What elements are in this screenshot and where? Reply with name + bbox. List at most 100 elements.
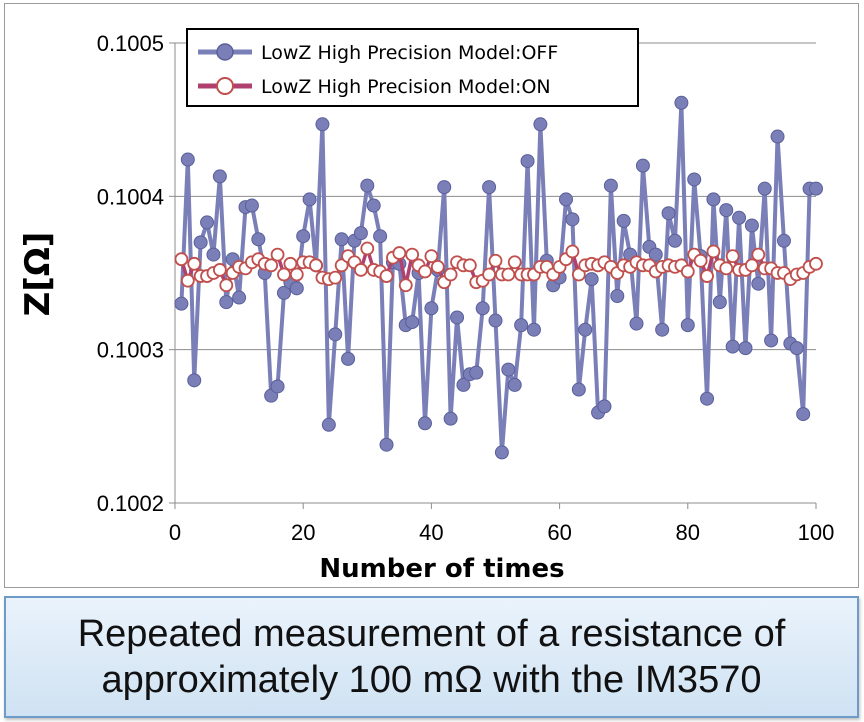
legend-marker-off bbox=[216, 43, 234, 61]
data-point-on bbox=[289, 267, 304, 282]
data-point-off bbox=[174, 296, 189, 311]
data-point-off bbox=[725, 339, 740, 354]
chart-svg: 0.1002 0.1003 0.1004 0.1005 0 20 40 60 80 100 Num… bbox=[18, 28, 835, 584]
data-point-off bbox=[526, 322, 541, 337]
y-tick-label: 0.1002 bbox=[97, 491, 164, 516]
data-point-off bbox=[212, 169, 227, 184]
data-point-off bbox=[353, 226, 368, 241]
x-tick-label: 60 bbox=[547, 520, 571, 545]
data-point-on bbox=[706, 244, 721, 259]
data-point-off bbox=[744, 218, 759, 233]
data-point-off bbox=[437, 180, 452, 195]
data-point-on bbox=[180, 273, 195, 288]
data-point-off bbox=[520, 154, 535, 169]
data-point-on bbox=[719, 261, 734, 276]
data-point-off bbox=[764, 333, 779, 348]
data-point-off bbox=[635, 158, 650, 173]
y-tick-label: 0.1003 bbox=[97, 338, 164, 363]
data-point-off bbox=[796, 407, 811, 422]
data-point-on bbox=[309, 258, 323, 273]
y-axis-title: Z[Ω] bbox=[18, 232, 58, 317]
data-point-off bbox=[232, 290, 247, 305]
data-point-on bbox=[187, 256, 202, 271]
data-point-off bbox=[584, 272, 599, 287]
data-point-on bbox=[174, 252, 189, 267]
data-point-off bbox=[809, 181, 823, 196]
data-point-on bbox=[360, 241, 375, 256]
data-point-on bbox=[398, 278, 413, 293]
data-point-off bbox=[341, 351, 356, 366]
data-point-off bbox=[610, 289, 625, 303]
data-point-on bbox=[725, 249, 740, 264]
series-layer bbox=[174, 95, 823, 460]
x-axis-title: Number of times bbox=[319, 554, 564, 584]
data-point-on bbox=[270, 247, 285, 262]
data-point-off bbox=[270, 379, 285, 394]
data-point-on bbox=[283, 256, 298, 271]
data-point-off bbox=[751, 276, 766, 291]
data-point-off bbox=[360, 178, 375, 193]
data-point-off bbox=[443, 411, 458, 426]
data-point-off bbox=[475, 301, 490, 316]
data-point-off bbox=[482, 180, 497, 195]
data-point-off bbox=[667, 233, 682, 248]
data-point-off bbox=[417, 416, 432, 431]
data-point-off bbox=[200, 215, 215, 230]
data-point-on bbox=[405, 247, 420, 262]
data-point-off bbox=[180, 152, 195, 167]
data-point-off bbox=[571, 382, 586, 397]
data-point-off bbox=[206, 247, 221, 262]
data-point-on bbox=[418, 264, 432, 279]
axis-layer: 0.1002 0.1003 0.1004 0.1005 0 20 40 60 80 100 bbox=[97, 31, 835, 545]
data-point-on bbox=[507, 255, 522, 270]
data-point-on bbox=[443, 267, 458, 282]
data-point-off bbox=[732, 210, 747, 225]
y-tick-label: 0.1004 bbox=[97, 184, 164, 209]
data-point-off bbox=[456, 377, 471, 392]
data-point-on bbox=[693, 253, 708, 268]
data-point-on bbox=[680, 264, 695, 279]
data-point-off bbox=[302, 192, 317, 207]
legend: LowZ High Precision Model:OFF LowZ High … bbox=[186, 28, 639, 107]
data-point-on bbox=[424, 249, 439, 264]
data-point-off bbox=[687, 172, 702, 187]
data-point-off bbox=[565, 212, 580, 227]
data-point-off bbox=[424, 301, 439, 316]
data-point-on bbox=[488, 253, 503, 268]
data-point-off bbox=[501, 362, 516, 377]
data-point-off bbox=[488, 313, 503, 328]
data-point-off bbox=[296, 229, 311, 244]
data-point-on bbox=[482, 267, 496, 282]
data-point-off bbox=[712, 295, 727, 310]
data-point-off bbox=[373, 229, 388, 244]
data-point-off bbox=[469, 365, 484, 380]
data-point-off bbox=[251, 232, 266, 247]
data-point-off bbox=[578, 322, 593, 337]
x-tick-label: 40 bbox=[419, 520, 443, 545]
data-point-off bbox=[661, 206, 676, 221]
data-point-off bbox=[655, 322, 670, 337]
data-point-off bbox=[494, 445, 509, 460]
data-point-off bbox=[328, 327, 343, 342]
data-point-off bbox=[450, 310, 465, 325]
data-point-off bbox=[603, 178, 618, 193]
data-point-off bbox=[700, 391, 715, 406]
caption-box: Repeated measurement of a resistance of … bbox=[4, 596, 859, 718]
data-point-off bbox=[366, 198, 381, 213]
chart-frame: 0.1002 0.1003 0.1004 0.1005 0 20 40 60 80 100 Num… bbox=[4, 3, 859, 588]
data-point-off bbox=[616, 213, 631, 228]
data-point-off bbox=[738, 341, 753, 356]
data-point-off bbox=[315, 117, 330, 132]
data-point-on bbox=[462, 258, 477, 273]
caption-line-1: Repeated measurement of a resistance of bbox=[77, 613, 786, 655]
data-point-off bbox=[719, 203, 734, 218]
data-point-on bbox=[334, 258, 349, 273]
data-point-off bbox=[597, 399, 612, 414]
data-point-on bbox=[430, 259, 445, 274]
data-point-off bbox=[507, 377, 522, 392]
data-point-off bbox=[629, 316, 644, 331]
data-point-off bbox=[405, 315, 420, 330]
data-point-off bbox=[757, 181, 772, 196]
data-point-on bbox=[392, 246, 407, 260]
x-tick-label: 0 bbox=[169, 520, 181, 545]
